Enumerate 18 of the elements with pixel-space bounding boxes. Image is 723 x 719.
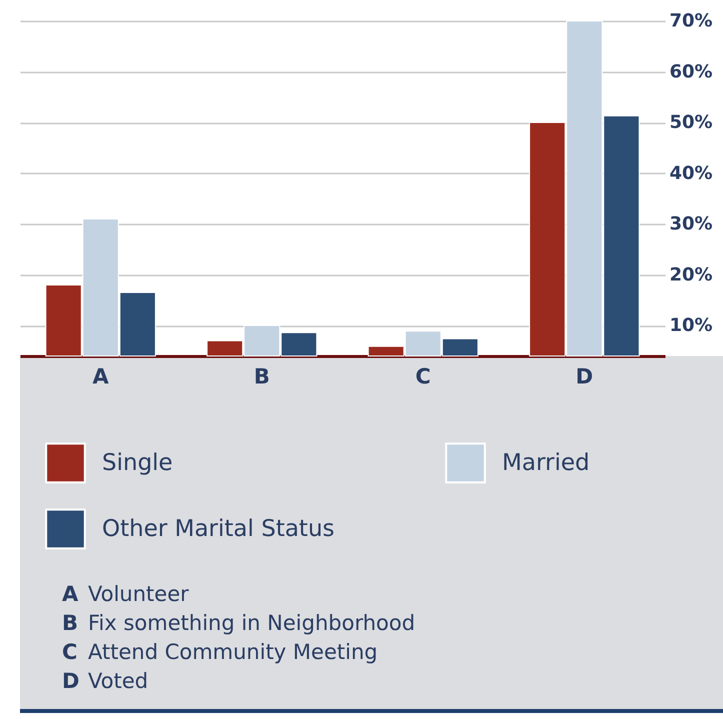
y-tick-label: 30% [670, 214, 713, 235]
y-tick-label: 50% [670, 112, 713, 134]
x-tick-label: D [576, 364, 594, 388]
y-tick-label: 60% [670, 61, 713, 82]
x-tick-label: A [92, 364, 110, 388]
text: B Fix something in Neighborhood [62, 610, 416, 637]
y-tick-label: 10% [670, 315, 713, 336]
legend-label: Single [102, 450, 173, 476]
legend-label: Married [502, 450, 590, 476]
y-tick-label: 40% [670, 162, 713, 184]
x-tick-label: C [415, 364, 431, 388]
legend-label: Other Marital Status [102, 516, 335, 542]
y-tick-label: 20% [670, 264, 713, 286]
text: D Voted [62, 668, 150, 695]
x-tick-label: B [254, 364, 270, 388]
y-tick-label: 70% [670, 10, 713, 32]
text: A Volunteer [62, 581, 190, 608]
text: C Attend Community Meeting [62, 639, 379, 666]
